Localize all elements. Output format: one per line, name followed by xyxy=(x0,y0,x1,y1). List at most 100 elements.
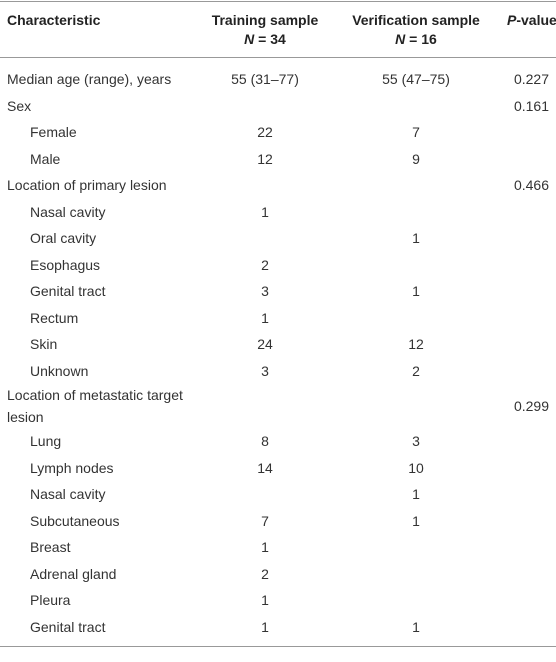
verification-cell: 7 xyxy=(325,119,507,146)
training-value: 1 xyxy=(261,592,269,609)
training-value: 1 xyxy=(261,309,269,326)
row-label: Nasal cavity xyxy=(30,486,106,503)
header-symbol: N xyxy=(395,31,406,47)
verification-value: 1 xyxy=(412,230,420,247)
training-cell: 14 xyxy=(205,455,325,482)
verification-value: 7 xyxy=(412,124,420,141)
verification-cell: 12 xyxy=(325,331,507,358)
training-cell: 7 xyxy=(205,508,325,535)
item-row: Oral cavity 1 xyxy=(0,225,556,252)
verification-cell xyxy=(325,587,507,614)
verification-cell xyxy=(325,93,507,120)
item-row: Genital tract 1 1 xyxy=(0,614,556,647)
row-label: Female xyxy=(30,124,77,141)
item-row: Unknown 3 2 xyxy=(0,358,556,385)
row-label: Adrenal gland xyxy=(30,565,117,582)
row-label: Esophagus xyxy=(30,256,101,273)
row-label: Location of metastatic target lesion xyxy=(7,387,183,425)
verification-value: 12 xyxy=(408,336,424,353)
training-cell: 12 xyxy=(205,146,325,173)
row-label: Nasal cavity xyxy=(30,203,106,220)
training-value: 3 xyxy=(261,283,269,300)
p-value: 0.299 xyxy=(513,398,550,414)
item-row: Subcutaneous 7 1 xyxy=(0,508,556,535)
verification-cell: 1 xyxy=(325,278,507,305)
row-label: Breast xyxy=(30,539,71,556)
p-cell: 0.299 xyxy=(507,384,556,428)
item-row: Breast 1 xyxy=(0,534,556,561)
p-cell xyxy=(507,119,556,146)
verification-value: 1 xyxy=(412,512,420,529)
section-row: Median age (range), years 55 (31–77) 55 (4… xyxy=(0,58,556,93)
verification-cell: 1 xyxy=(325,225,507,252)
p-cell xyxy=(507,534,556,561)
item-row: Lymph nodes 14 10 xyxy=(0,455,556,482)
training-value: 12 xyxy=(257,150,273,167)
item-row: Lung 8 3 xyxy=(0,428,556,455)
training-cell: 22 xyxy=(205,119,325,146)
verification-cell xyxy=(325,199,507,226)
p-cell xyxy=(507,561,556,588)
item-row: Pleura 1 xyxy=(0,587,556,614)
p-cell xyxy=(507,225,556,252)
verification-cell: 1 xyxy=(325,508,507,535)
verification-value: 1 xyxy=(412,283,420,300)
p-cell xyxy=(507,455,556,482)
training-cell: 55 (31–77) xyxy=(205,58,325,93)
training-value: 7 xyxy=(261,512,269,529)
p-value: 0.466 xyxy=(513,177,550,194)
verification-value: 9 xyxy=(412,150,420,167)
item-row: Nasal cavity 1 xyxy=(0,481,556,508)
verification-cell xyxy=(325,172,507,199)
training-cell: 8 xyxy=(205,428,325,455)
section-row: Sex 0.161 xyxy=(0,93,556,120)
p-cell xyxy=(507,278,556,305)
verification-cell xyxy=(325,534,507,561)
verification-cell: 3 xyxy=(325,428,507,455)
verification-cell: 2 xyxy=(325,358,507,385)
training-value: 1 xyxy=(261,539,269,556)
verification-cell xyxy=(325,384,507,428)
training-cell: 1 xyxy=(205,587,325,614)
training-cell xyxy=(205,481,325,508)
training-cell: 1 xyxy=(205,534,325,561)
row-label: Oral cavity xyxy=(30,230,97,247)
header-count: = 16 xyxy=(405,31,437,47)
p-cell: 0.227 xyxy=(507,58,556,93)
training-cell: 1 xyxy=(205,199,325,226)
training-cell: 24 xyxy=(205,331,325,358)
verification-cell xyxy=(325,305,507,332)
verification-cell: 55 (47–75) xyxy=(325,58,507,93)
header-title: Characteristic xyxy=(7,12,101,28)
p-value: 0.161 xyxy=(513,97,550,114)
training-cell: 2 xyxy=(205,252,325,279)
training-cell xyxy=(205,93,325,120)
row-label: Skin xyxy=(30,336,58,353)
p-cell xyxy=(507,614,556,647)
header-cell: P-value xyxy=(507,1,556,58)
verification-cell: 10 xyxy=(325,455,507,482)
verification-cell xyxy=(325,252,507,279)
p-cell xyxy=(507,508,556,535)
row-label: Rectum xyxy=(30,309,79,326)
verification-cell: 9 xyxy=(325,146,507,173)
item-row: Female 22 7 xyxy=(0,119,556,146)
training-cell xyxy=(205,172,325,199)
row-label: Sex xyxy=(7,97,32,114)
verification-value: 2 xyxy=(412,362,420,379)
training-value: 22 xyxy=(257,124,273,141)
training-value: 2 xyxy=(261,256,269,273)
header-count: = 34 xyxy=(254,31,286,47)
p-cell xyxy=(507,358,556,385)
p-value: 0.227 xyxy=(513,71,550,88)
training-cell: 3 xyxy=(205,278,325,305)
verification-value: 55 (47–75) xyxy=(382,71,450,88)
training-cell xyxy=(205,225,325,252)
item-row: Genital tract 3 1 xyxy=(0,278,556,305)
training-cell: 2 xyxy=(205,561,325,588)
training-cell: 1 xyxy=(205,305,325,332)
verification-cell: 1 xyxy=(325,614,507,647)
row-label: Lung xyxy=(30,433,62,450)
p-cell xyxy=(507,481,556,508)
header-cell: Characteristic xyxy=(0,1,205,58)
